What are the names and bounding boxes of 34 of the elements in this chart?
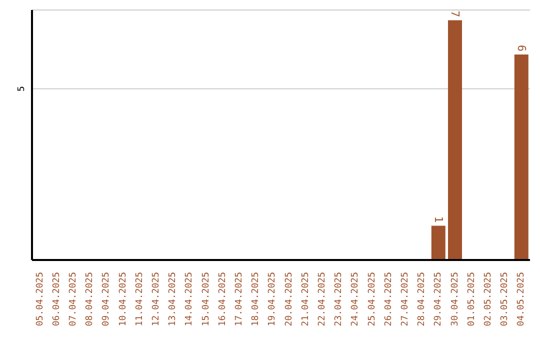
x-tick-label: 15.04.2025 (201, 272, 212, 326)
x-tick-label: 26.04.2025 (384, 272, 394, 326)
data-label: 1 (432, 216, 445, 223)
x-tick-label: 27.04.2025 (400, 272, 410, 326)
x-tick-label: 17.04.2025 (234, 272, 244, 326)
data-label: 6 (514, 44, 528, 52)
x-tick-label: 07.04.2025 (68, 272, 78, 326)
x-tick-label: 18.04.2025 (251, 272, 262, 326)
x-tick-label: 09.04.2025 (102, 272, 112, 326)
x-tick-label: 23.04.2025 (334, 272, 344, 326)
x-tick-label: 21.04.2025 (300, 272, 311, 326)
x-tick-label: 04.05.2025 (516, 272, 527, 326)
x-tick-label: 12.04.2025 (152, 272, 162, 326)
x-tick-label: 24.04.2025 (350, 272, 361, 326)
x-tick-label: 22.04.2025 (318, 272, 328, 326)
data-label: 7 (448, 10, 462, 18)
x-tick-label: 11.04.2025 (134, 272, 145, 326)
x-tick-label: 03.05.2025 (500, 272, 510, 326)
x-tick-label: 02.05.2025 (484, 272, 494, 326)
y-tick-label: 5 (17, 86, 27, 92)
x-tick-label: 05.04.2025 (35, 272, 46, 326)
x-tick-label: 06.04.2025 (52, 272, 62, 326)
x-tick-label: 28.04.2025 (417, 272, 428, 326)
x-tick-label: 01.05.2025 (466, 272, 477, 326)
x-tick-label: 20.04.2025 (284, 272, 294, 326)
x-tick-label: 19.04.2025 (268, 272, 278, 326)
x-tick-label: 10.04.2025 (118, 272, 128, 326)
x-tick-label: 16.04.2025 (218, 272, 228, 326)
x-tick-label: 08.04.2025 (85, 272, 96, 326)
x-tick-label: 14.04.2025 (184, 272, 195, 326)
x-tick-label: 13.04.2025 (168, 272, 178, 326)
x-tick-label: 30.04.2025 (450, 272, 460, 326)
x-tick-label: 25.04.2025 (367, 272, 378, 326)
x-tick-label: 29.04.2025 (434, 272, 444, 326)
